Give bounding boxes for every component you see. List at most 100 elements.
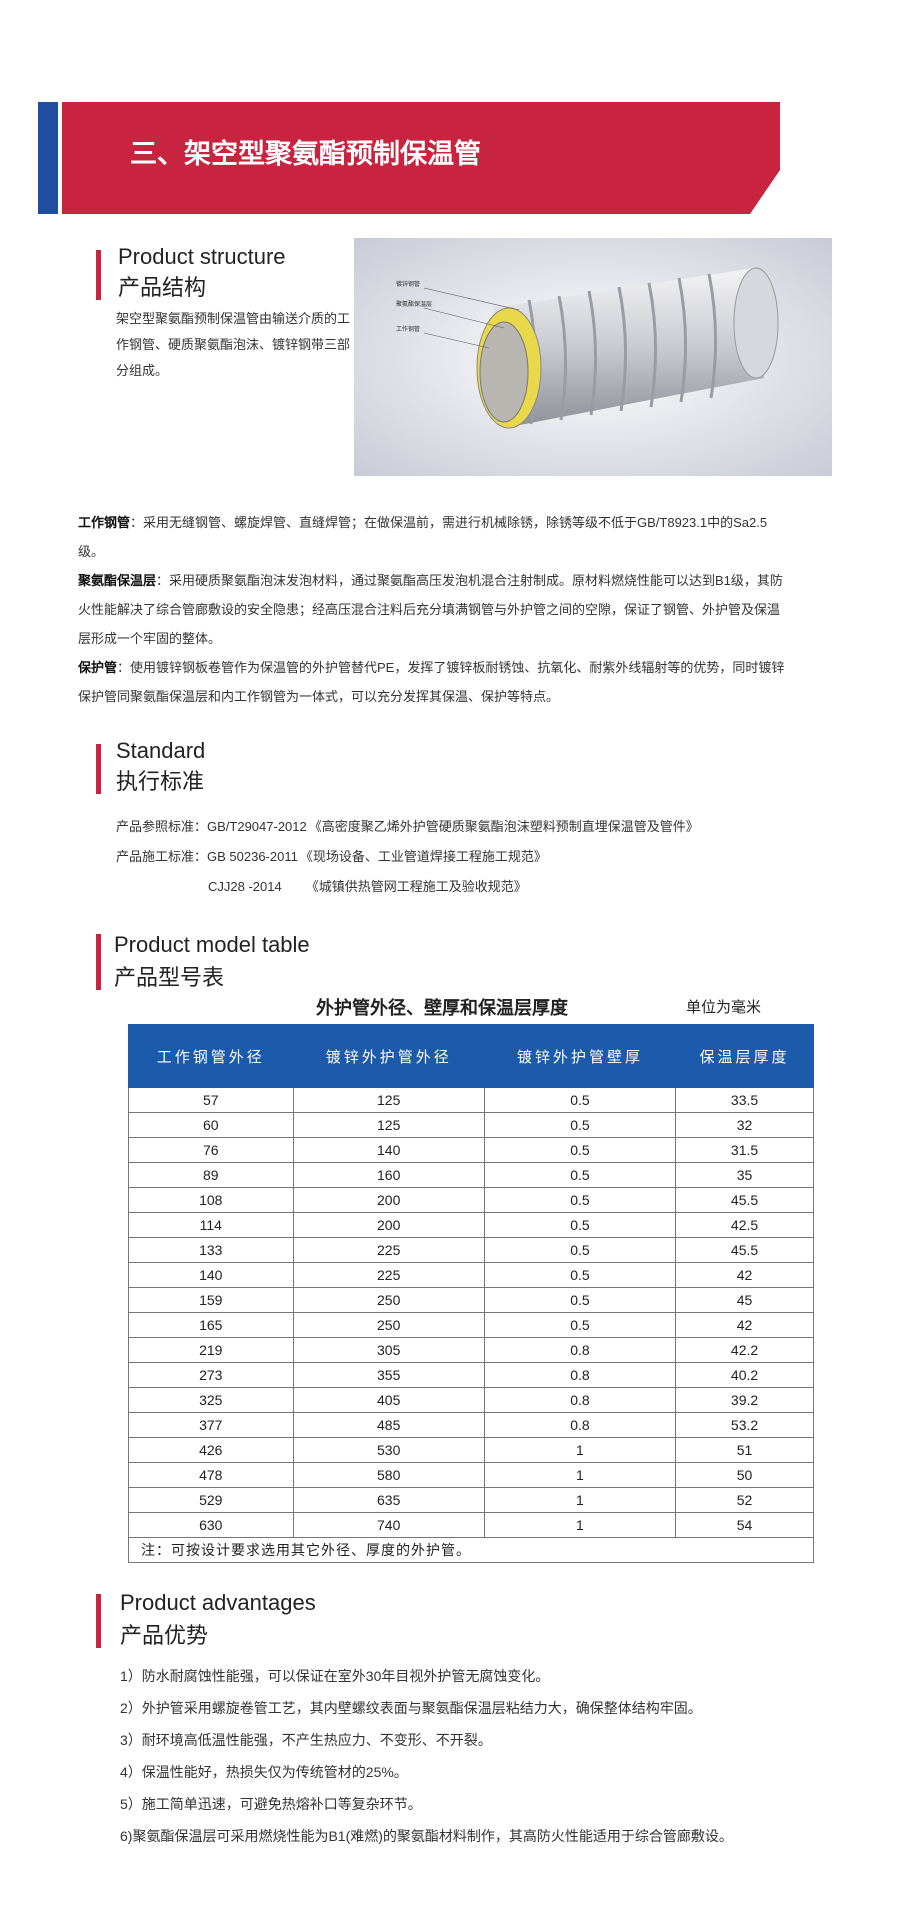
pipe-image: 镀锌钢管 聚氨酯保温层 工作钢管 xyxy=(354,238,832,476)
standard-name: 《城镇供热管网工程施工及验收规范》 xyxy=(305,879,527,894)
table-row: 108 200 0.5 45.5 xyxy=(128,1187,814,1213)
detail-label: 工作钢管 xyxy=(78,515,131,530)
table-cell: 0.5 xyxy=(483,1162,677,1188)
table-cell: 35 xyxy=(675,1162,814,1188)
table-cell: 1 xyxy=(483,1487,677,1513)
note-row: 注：可按设计要求选用其它外径、厚度的外护管。 xyxy=(128,1537,814,1563)
table-row: 89 160 0.5 35 xyxy=(128,1162,814,1188)
table-cell: 0.5 xyxy=(483,1312,677,1338)
table-row: 529 635 1 52 xyxy=(128,1487,814,1513)
standard-code: GB/T29047-2012 xyxy=(207,819,307,834)
detail-label: 聚氨酯保温层 xyxy=(78,573,157,588)
header-row: 工作钢管外径 镀锌外护管外径 镀锌外护管壁厚 保温层厚度 xyxy=(128,1024,814,1088)
table-cell: 50 xyxy=(675,1462,814,1488)
table-row: 60 125 0.5 32 xyxy=(128,1112,814,1138)
table-cell: 0.5 xyxy=(483,1287,677,1313)
pipe-label: 聚氨酯保温层 xyxy=(396,300,432,308)
table-cell: 377 xyxy=(128,1412,294,1438)
header-cell: 保温层厚度 xyxy=(675,1024,814,1088)
table-cell: 485 xyxy=(292,1412,485,1438)
table-cell: 32 xyxy=(675,1112,814,1138)
table-cell: 740 xyxy=(292,1512,485,1538)
table-cell: 140 xyxy=(128,1262,294,1288)
table-cell: 0.5 xyxy=(483,1187,677,1213)
banner-title: 三、架空型聚氨酯预制保温管 xyxy=(130,139,481,169)
table-cell: 45.5 xyxy=(675,1237,814,1263)
heading-cn: 产品优势 xyxy=(120,1623,209,1648)
details: 工作钢管：采用无缝钢管、螺旋焊管、直缝焊管；在做保温前，需进行机械除锈，除锈等级… xyxy=(78,508,792,711)
table-cell: 42.2 xyxy=(675,1337,814,1363)
table-cell: 305 xyxy=(292,1337,485,1363)
table-cell: 53.2 xyxy=(675,1412,814,1438)
table-cell: 478 xyxy=(128,1462,294,1488)
pipe-label: 镀锌钢管 xyxy=(396,280,420,288)
table-cell: 426 xyxy=(128,1437,294,1463)
table-cell: 200 xyxy=(292,1212,485,1238)
detail-paragraph: 聚氨酯保温层：采用硬质聚氨酯泡沫发泡材料，通过聚氨酯高压发泡机混合注射制成。原材… xyxy=(78,566,792,653)
table-cell: 42 xyxy=(675,1262,814,1288)
advantage-item: 1）防水耐腐蚀性能强，可以保证在室外30年目视外护管无腐蚀变化。 xyxy=(120,1668,550,1684)
heading-cn: 产品结构 xyxy=(118,275,207,300)
table-cell: 40.2 xyxy=(675,1362,814,1388)
advantage-item: 2）外护管采用螺旋卷管工艺，其内壁螺纹表面与聚氨酯保温层粘结力大，确保整体结构牢… xyxy=(120,1700,702,1716)
section-bar xyxy=(96,744,101,794)
table-cell: 0.8 xyxy=(483,1387,677,1413)
standard-label: 产品参照标准： xyxy=(116,819,208,834)
table-row: 133 225 0.5 45.5 xyxy=(128,1237,814,1263)
heading-en: Product model table xyxy=(114,932,310,957)
table-cell: 0.5 xyxy=(483,1237,677,1263)
table-cell: 630 xyxy=(128,1512,294,1538)
advantage-item: 6)聚氨酯保温层可采用燃烧性能为B1(难燃)的聚氨酯材料制作，其高防火性能适用于… xyxy=(120,1828,733,1844)
section-bar xyxy=(96,934,101,990)
table-cell: 273 xyxy=(128,1362,294,1388)
table-cell: 225 xyxy=(292,1237,485,1263)
table-cell: 1 xyxy=(483,1512,677,1538)
table-cell: 45.5 xyxy=(675,1187,814,1213)
table-cell: 52 xyxy=(675,1487,814,1513)
standard-code: GB 50236-2011 xyxy=(207,849,298,864)
table-row: 159 250 0.5 45 xyxy=(128,1287,814,1313)
standard-code: CJJ28 -2014 xyxy=(208,879,282,894)
table-cell: 0.8 xyxy=(483,1362,677,1388)
detail-text: ：采用无缝钢管、螺旋焊管、直缝焊管；在做保温前，需进行机械除锈，除锈等级不低于G… xyxy=(78,515,768,559)
table-cell: 114 xyxy=(128,1212,294,1238)
table-cell: 225 xyxy=(292,1262,485,1288)
heading-cn: 产品型号表 xyxy=(114,965,225,990)
table-cell: 1 xyxy=(483,1437,677,1463)
detail-paragraph: 工作钢管：采用无缝钢管、螺旋焊管、直缝焊管；在做保温前，需进行机械除锈，除锈等级… xyxy=(78,508,792,566)
table-row: 76 140 0.5 31.5 xyxy=(128,1137,814,1163)
table-row: 165 250 0.5 42 xyxy=(128,1312,814,1338)
table-cell: 57 xyxy=(128,1087,294,1113)
banner-shape xyxy=(62,102,780,214)
table-cell: 0.5 xyxy=(483,1087,677,1113)
advantage-item: 4）保温性能好，热损失仅为传统管材的25%。 xyxy=(120,1764,408,1780)
table-row: 219 305 0.8 42.2 xyxy=(128,1337,814,1363)
heading-en: Standard xyxy=(116,738,206,763)
table-row: 426 530 1 51 xyxy=(128,1437,814,1463)
structure-text: 架空型聚氨酯预制保温管由输送介质的工作钢管、硬质聚氨酯泡沫、镀锌钢带三部分组成。 xyxy=(116,311,351,378)
detail-text: ：使用镀锌钢板卷管作为保温管的外护管替代PE，发挥了镀锌板耐锈蚀、抗氧化、耐紫外… xyxy=(78,660,785,704)
table-cell: 51 xyxy=(675,1437,814,1463)
table-cell: 0.8 xyxy=(483,1337,677,1363)
table-cell: 580 xyxy=(292,1462,485,1488)
standard-line: CJJ28 -2014 《城镇供热管网工程施工及验收规范》 xyxy=(116,872,699,902)
table-cell: 325 xyxy=(128,1387,294,1413)
section-bar xyxy=(96,1594,101,1648)
table-row: 273 355 0.8 40.2 xyxy=(128,1362,814,1388)
advantage-item: 3）耐环境高低温性能强，不产生热应力、不变形、不开裂。 xyxy=(120,1732,492,1748)
table-cell: 219 xyxy=(128,1337,294,1363)
table-row: 478 580 1 50 xyxy=(128,1462,814,1488)
table-cell: 200 xyxy=(292,1187,485,1213)
table-row: 377 485 0.8 53.2 xyxy=(128,1412,814,1438)
table-row: 57 125 0.5 33.5 xyxy=(128,1087,814,1113)
table-cell: 31.5 xyxy=(675,1137,814,1163)
header-cell: 工作钢管外径 xyxy=(128,1024,294,1088)
header-cell: 镀锌外护管外径 xyxy=(292,1024,485,1088)
table-cell: 250 xyxy=(292,1287,485,1313)
table-cell: 1 xyxy=(483,1462,677,1488)
table-cell: 0.5 xyxy=(483,1212,677,1238)
header-cell: 镀锌外护管壁厚 xyxy=(483,1024,677,1088)
table-cell: 89 xyxy=(128,1162,294,1188)
table-cell: 0.5 xyxy=(483,1137,677,1163)
